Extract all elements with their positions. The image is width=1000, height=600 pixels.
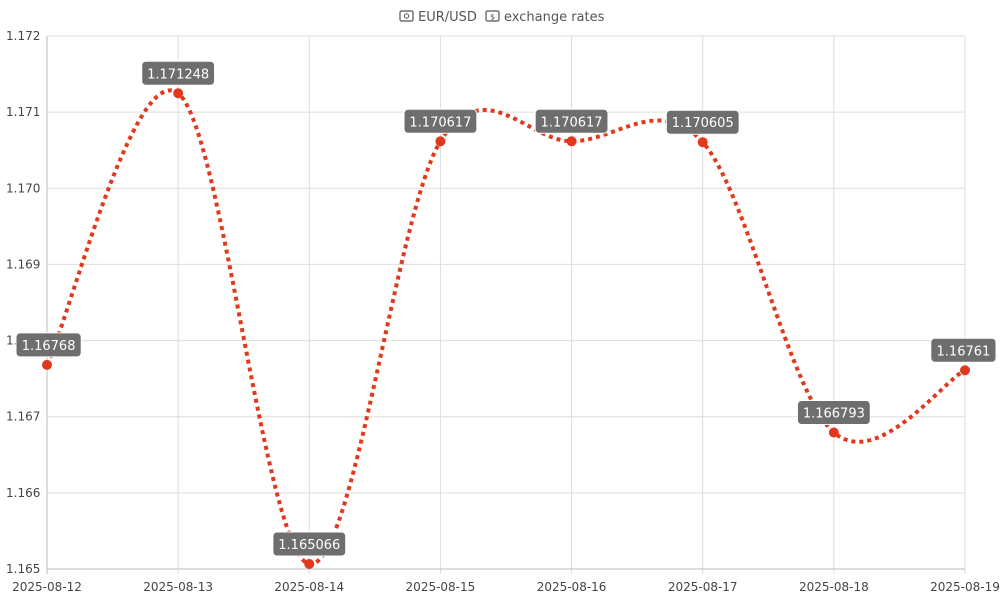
data-label: 1.166793 xyxy=(796,399,871,425)
data-label: 1.16768 xyxy=(15,332,82,358)
data-label-box xyxy=(796,399,871,425)
x-tick-label: 2025-08-19 xyxy=(930,580,1000,594)
data-point xyxy=(828,427,839,438)
dollar-banknote-icon: $ xyxy=(485,10,500,22)
data-label-text: 1.16768 xyxy=(22,339,76,354)
data-label-box xyxy=(272,531,347,557)
y-tick-label: 1.166 xyxy=(6,486,40,500)
data-label-box xyxy=(665,109,740,135)
data-label: 1.165066 xyxy=(272,531,347,557)
x-tick-label: 2025-08-18 xyxy=(799,580,869,594)
chart-title-pair: EUR/USD xyxy=(418,10,477,25)
chart-title-suffix: exchange rates xyxy=(504,10,605,25)
x-tick-label: 2025-08-12 xyxy=(12,580,82,594)
data-label-box xyxy=(930,337,997,363)
data-points xyxy=(42,88,970,569)
y-tick-label: 1.169 xyxy=(6,257,40,271)
x-tick-label: 2025-08-14 xyxy=(274,580,344,594)
svg-text:$: $ xyxy=(490,13,495,22)
data-point xyxy=(435,136,446,147)
y-tick-label: 1.171 xyxy=(6,105,40,119)
data-label-text: 1.170605 xyxy=(672,116,734,131)
x-tick-label: 2025-08-13 xyxy=(143,580,213,594)
x-tick-label: 2025-08-17 xyxy=(668,580,738,594)
euro-banknote-icon xyxy=(399,10,414,22)
data-label-text: 1.165066 xyxy=(278,538,340,553)
data-label-text: 1.170617 xyxy=(541,115,603,130)
data-label: 1.170617 xyxy=(534,108,609,134)
data-point xyxy=(697,137,708,148)
chart-title: EUR/USD $ exchange rates xyxy=(399,10,605,25)
data-label-text: 1.166793 xyxy=(803,406,865,421)
y-tick-label: 1.165 xyxy=(6,562,40,576)
data-label: 1.171248 xyxy=(141,60,216,86)
data-label-box xyxy=(403,108,478,134)
data-label-text: 1.171248 xyxy=(147,67,209,82)
x-axis: 2025-08-12 2025-08-13 2025-08-14 2025-08-15… xyxy=(12,580,1000,594)
data-label-text: 1.16761 xyxy=(937,344,991,359)
x-tick-label: 2025-08-16 xyxy=(537,580,607,594)
data-label: 1.170605 xyxy=(665,109,740,135)
data-label: 1.170617 xyxy=(403,108,478,134)
data-labels: 1.16768 1.171248 1.165066 1.170617 1.170617 1… xyxy=(15,60,997,557)
y-tick-label: 1.167 xyxy=(6,410,40,424)
data-point xyxy=(173,88,184,99)
data-point xyxy=(304,558,315,569)
data-label-box xyxy=(15,332,82,358)
x-tick-label: 2025-08-15 xyxy=(406,580,476,594)
data-point xyxy=(566,136,577,147)
y-tick-label: 1.172 xyxy=(6,29,40,43)
y-tick-label: 1.170 xyxy=(6,181,40,195)
series-line xyxy=(45,88,967,566)
data-label-box xyxy=(534,108,609,134)
data-point xyxy=(42,359,52,370)
data-label: 1.16761 xyxy=(930,337,997,363)
data-label-box xyxy=(141,60,216,86)
data-label-text: 1.170617 xyxy=(409,115,471,130)
data-point xyxy=(960,365,970,376)
